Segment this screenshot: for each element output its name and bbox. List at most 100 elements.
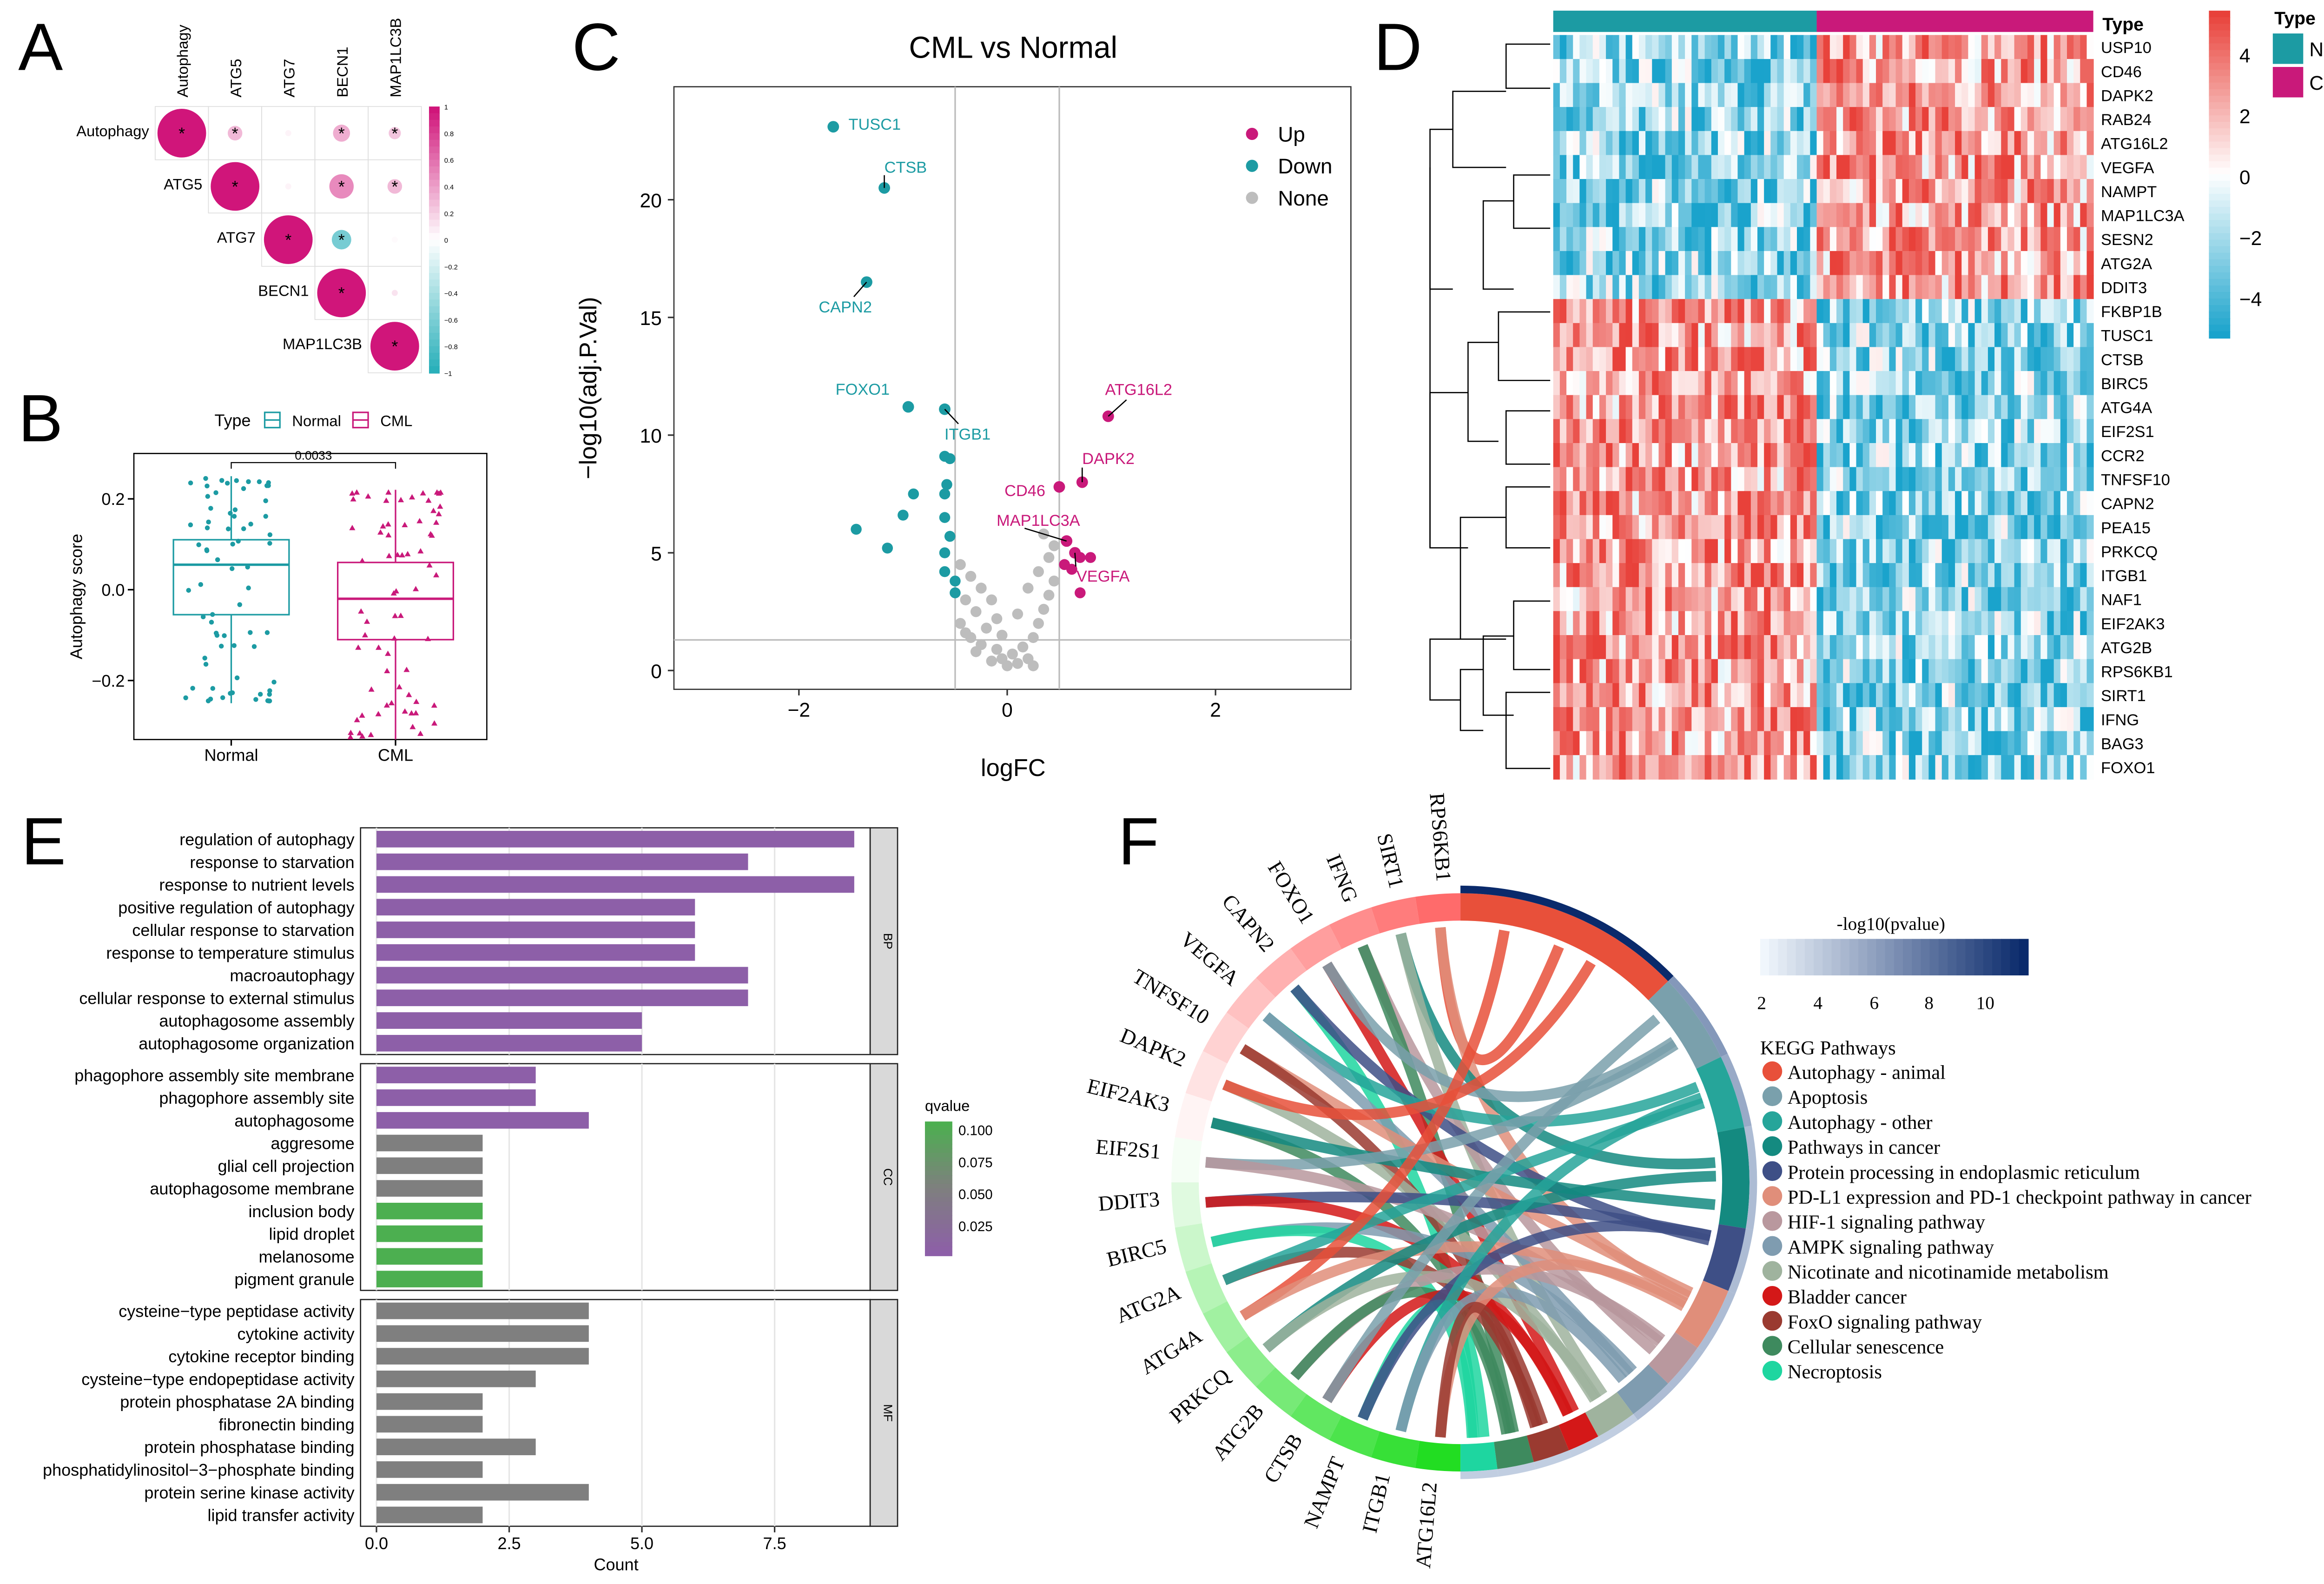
heat-cell	[1974, 83, 1982, 108]
heat-cell	[2086, 107, 2094, 132]
heat-cell	[2073, 275, 2081, 300]
data-point	[1059, 559, 1070, 570]
heat-cell	[1797, 419, 1804, 444]
heat-cell	[1724, 539, 1732, 564]
legend-key	[1762, 1161, 1783, 1181]
heat-cell	[1783, 299, 1791, 324]
data-point	[383, 702, 390, 708]
data-point	[219, 478, 224, 483]
heat-cell	[2073, 707, 2081, 732]
data-point	[396, 684, 403, 689]
bar-label: autophagosome assembly	[159, 1011, 354, 1030]
heat-cell	[1744, 323, 1751, 348]
heat-cell	[1717, 107, 1725, 132]
x-tick-label: 2.5	[497, 1534, 521, 1553]
heat-cell	[1777, 635, 1784, 660]
heat-cell	[1895, 59, 1903, 84]
heat-cell	[1843, 491, 1850, 516]
heat-cell	[2027, 107, 2035, 132]
heat-cell	[1902, 515, 1909, 540]
heat-cell	[2007, 179, 2015, 204]
heat-cell	[1823, 707, 1830, 732]
heat-cell	[1658, 203, 1666, 228]
heat-cell	[1928, 299, 1936, 324]
heat-cell	[1665, 707, 1672, 732]
heat-cell	[1658, 275, 1666, 300]
heat-cell	[1928, 755, 1936, 780]
heat-cell	[1744, 155, 1751, 180]
heat-cell	[1731, 467, 1738, 492]
heat-cell	[1856, 419, 1863, 444]
colorbar-step	[429, 226, 440, 234]
heat-cell	[2086, 251, 2094, 276]
heat-cell	[1895, 275, 1903, 300]
heat-cell	[1698, 563, 1705, 588]
heat-cell	[1764, 299, 1771, 324]
heat-cell	[1638, 59, 1646, 84]
heat-cell	[1849, 635, 1857, 660]
heat-cell	[1968, 203, 1975, 228]
corr-circle	[331, 230, 351, 250]
gene-label: TUSC1	[2101, 327, 2153, 345]
heat-cell	[1810, 635, 1817, 660]
heat-cell	[1757, 347, 1765, 372]
corr-circle	[264, 215, 313, 264]
heat-cell	[1987, 59, 1995, 84]
heat-cell	[1658, 707, 1666, 732]
gene-label: CAPN2	[1217, 889, 1279, 956]
heat-cell	[1579, 35, 1587, 60]
heat-cell	[1599, 395, 1607, 420]
data-point	[205, 494, 211, 499]
heat-cell	[1843, 59, 1850, 84]
heat-cell	[1625, 587, 1633, 612]
heat-cell	[2040, 251, 2048, 276]
heat-cell	[1678, 59, 1686, 84]
heat-cell	[1698, 611, 1705, 636]
colorbar-step	[429, 186, 440, 194]
heat-cell	[1882, 755, 1890, 780]
heat-cell	[1724, 467, 1732, 492]
heat-cell	[1810, 35, 1817, 60]
heat-cell	[1862, 659, 1870, 684]
heat-cell	[1559, 467, 1567, 492]
heat-cell	[1994, 275, 2002, 300]
heat-cell	[2001, 467, 2008, 492]
heat-cell	[1770, 347, 1778, 372]
heat-cell	[2020, 467, 2028, 492]
heat-cell	[1974, 755, 1982, 780]
heat-cell	[1704, 467, 1712, 492]
heat-cell	[2014, 611, 2021, 636]
data-point	[190, 686, 195, 691]
heat-cell	[1994, 131, 2002, 156]
legend-label: Normal	[2309, 39, 2324, 61]
heat-cell	[2073, 491, 2081, 516]
heat-cell	[1810, 587, 1817, 612]
heat-cell	[1862, 251, 1870, 276]
heat-cell	[2040, 707, 2048, 732]
heat-cell	[2073, 107, 2081, 132]
heat-cell	[1790, 371, 1797, 396]
heat-cell	[1704, 731, 1712, 756]
heat-cell	[1849, 611, 1857, 636]
heat-cell	[1691, 371, 1699, 396]
heat-cell	[1862, 539, 1870, 564]
heat-cell	[2053, 683, 2061, 708]
legend-label: CML	[380, 412, 412, 429]
heat-cell	[2067, 467, 2074, 492]
heat-cell	[1777, 443, 1784, 468]
heat-cell	[1876, 419, 1883, 444]
heat-cell	[1941, 227, 1949, 252]
heat-cell	[2053, 443, 2061, 468]
heat-cell	[2060, 275, 2067, 300]
data-point	[375, 644, 382, 650]
colorbar-step	[429, 346, 440, 354]
heat-cell	[1553, 131, 1560, 156]
heat-cell	[1981, 563, 1988, 588]
heat-cell	[1573, 731, 1580, 756]
heat-cell	[1994, 371, 2002, 396]
legend-key	[2272, 33, 2304, 64]
data-point	[188, 522, 193, 528]
heat-cell	[1928, 371, 1936, 396]
heat-cell	[1698, 635, 1705, 660]
heat-cell	[1665, 443, 1672, 468]
